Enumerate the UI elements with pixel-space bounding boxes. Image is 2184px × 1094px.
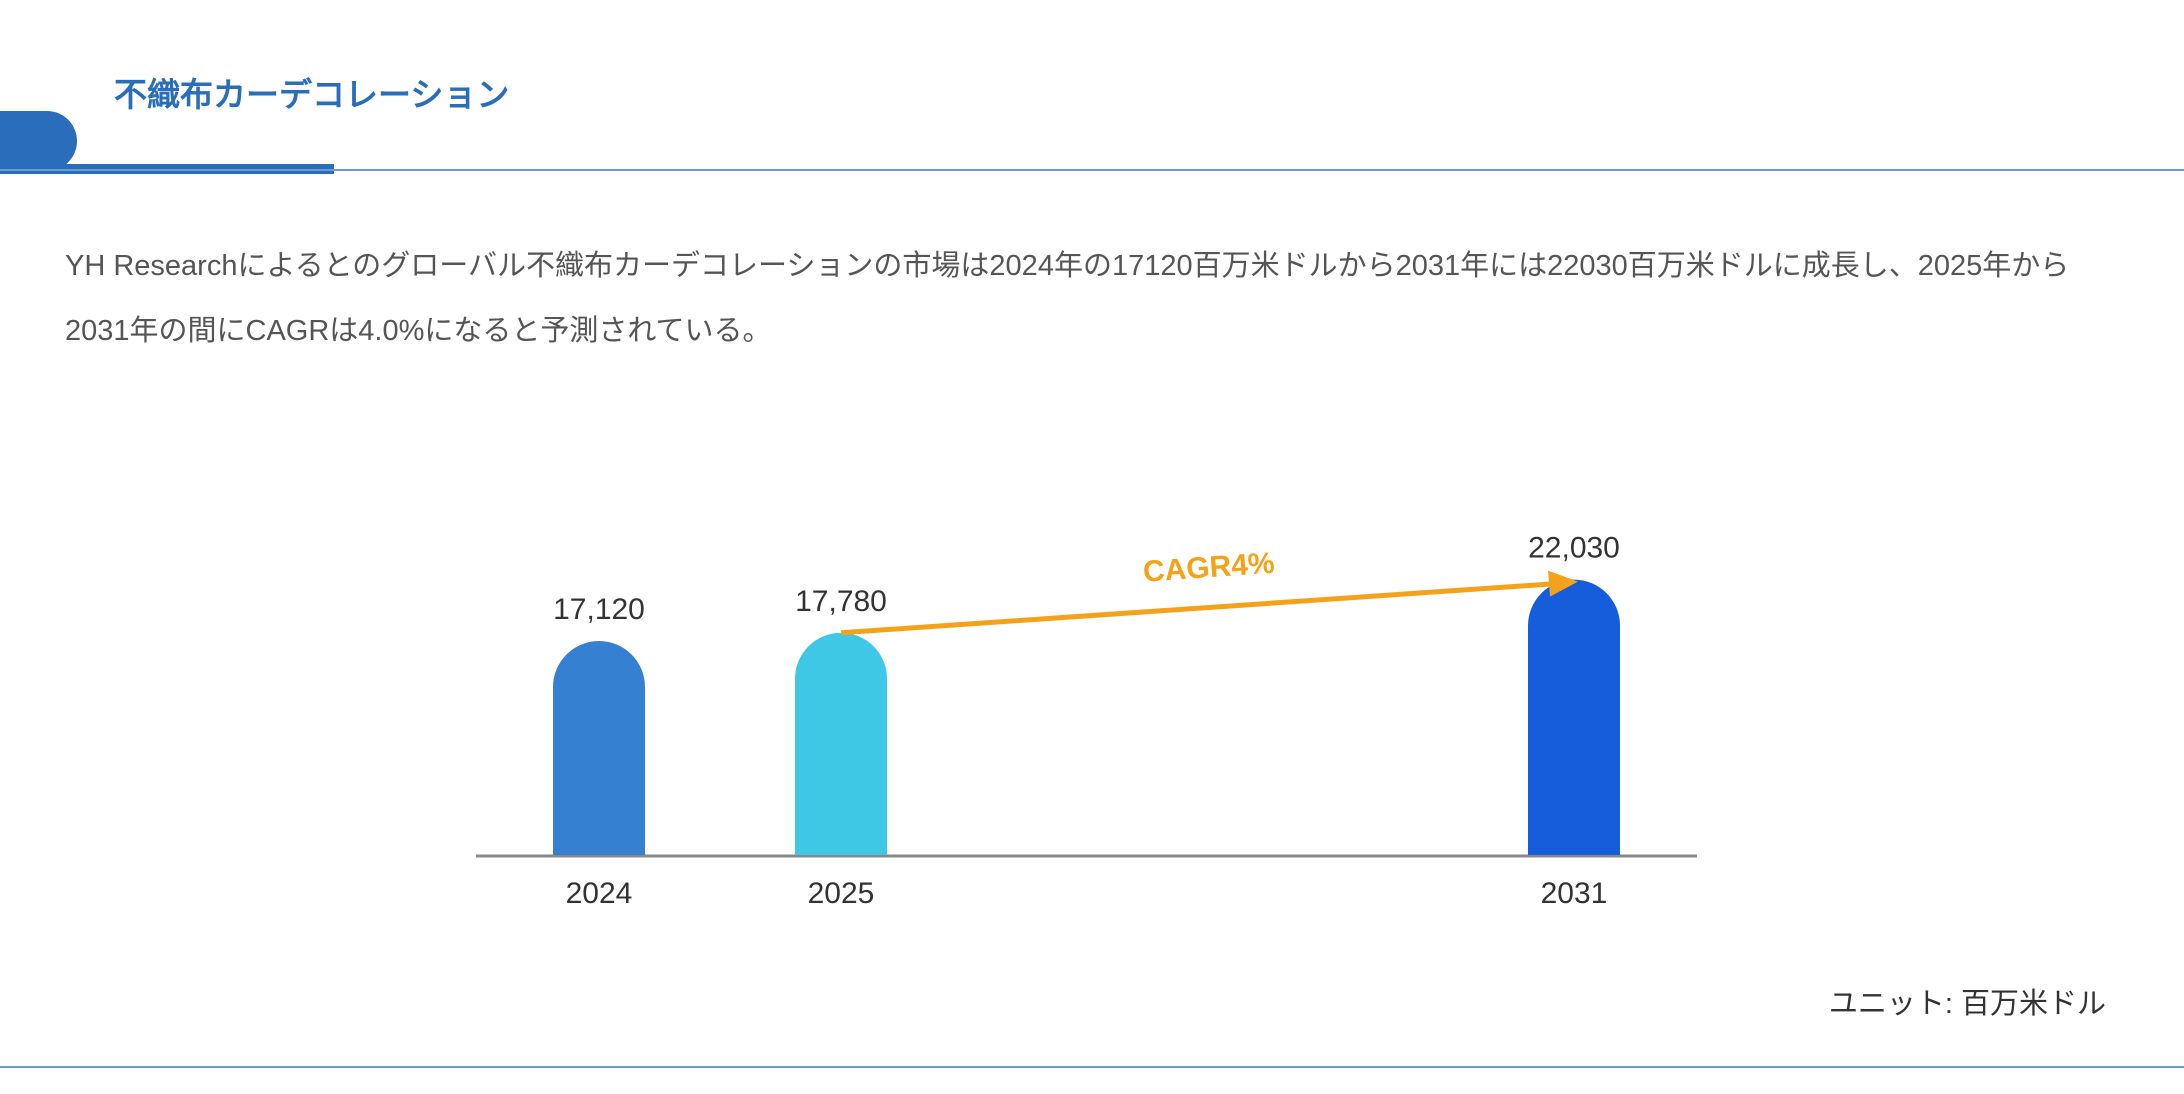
cagr-label: CAGR4% [1142, 547, 1276, 589]
bar-2031 [1528, 579, 1620, 855]
bar-2025 [795, 632, 888, 855]
value-label-2031: 22,030 [1528, 532, 1620, 565]
section-title: 不織布カーデコレーション [114, 76, 510, 113]
value-label-2025: 17,780 [795, 585, 887, 618]
x-tick-label-2025: 2025 [808, 877, 875, 910]
bottom-divider [0, 1066, 2184, 1068]
bar-2024 [553, 641, 645, 855]
cagr-arrow-line [840, 581, 1557, 636]
section-tab-marker [0, 111, 77, 171]
value-label-2024: 17,120 [553, 593, 645, 626]
unit-label: ユニット: 百万米ドル [1828, 988, 2106, 1020]
x-tick-label-2024: 2024 [566, 877, 633, 910]
cagr-arrow-head [1548, 570, 1578, 597]
x-tick-label-2031: 2031 [1541, 877, 1608, 910]
market-description: YH Researchによるとのグローバル不織布カーデコレーションの市場は202… [65, 250, 2070, 347]
section-divider [0, 169, 2184, 171]
